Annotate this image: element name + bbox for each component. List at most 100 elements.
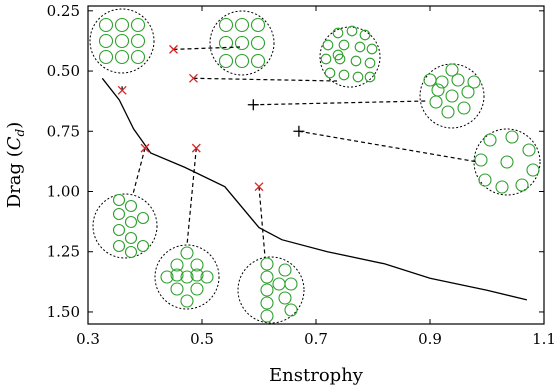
x-tick-label: 1.1 [532, 330, 556, 348]
connectors-layer [121, 46, 479, 258]
inset-cylinder [218, 53, 234, 69]
inset-cylinder [423, 73, 437, 87]
inset-cylinder [350, 55, 362, 67]
inset-cylinder [260, 296, 274, 310]
data-point-x [117, 85, 127, 95]
inset-cylinder [250, 17, 266, 33]
inset-cylinder [234, 53, 250, 69]
inset-cylinder [322, 39, 334, 51]
inset-cylinder [364, 71, 376, 83]
inset-cylinder [457, 101, 471, 115]
inset-connector [186, 148, 197, 246]
inset-cylinder [98, 33, 114, 49]
inset-cylinder [474, 153, 488, 167]
inset-cylinder [364, 57, 376, 69]
inset-two-columns [237, 256, 305, 324]
inset-cylinder [250, 35, 266, 51]
inset-boundary [89, 8, 155, 74]
y-axis-label-main: Drag ( [4, 150, 25, 208]
inset-cylinder [467, 75, 481, 89]
data-point-x [188, 73, 198, 83]
inset-cylinder [112, 193, 126, 207]
inset-boundary [92, 193, 158, 259]
inset-cylinder [234, 35, 250, 51]
inset-cylinder [114, 33, 130, 49]
inset-cylinder [130, 17, 146, 33]
tick-layer: 0.3 0.5 0.7 0.9 1.1 0.25 0.50 0.75 1.00 1.25 1.50 [47, 2, 556, 348]
inset-cylinder [136, 211, 150, 225]
data-point-plus [247, 99, 259, 111]
inset-cluster [319, 25, 381, 88]
inset-cylinder [114, 17, 130, 33]
x-tick-label: 0.5 [190, 330, 214, 348]
inset-cylinder [278, 291, 292, 305]
y-tick-label: 0.50 [47, 62, 80, 80]
inset-cylinder [332, 49, 344, 61]
inset-cylinder [260, 283, 274, 297]
inset-flower [419, 63, 485, 129]
inset-cylinder [500, 155, 514, 169]
inset-cylinder [200, 270, 214, 284]
inset-cylinder [124, 199, 138, 213]
inset-cylinder [338, 39, 350, 51]
y-axis-label-symbol: C [4, 136, 25, 150]
inset-connector [132, 147, 146, 195]
inset-cylinder [180, 246, 194, 260]
inset-cylinder [190, 258, 204, 272]
inset-cylinder [234, 17, 250, 33]
inset-cylinder [346, 25, 358, 37]
frontier-line [101, 77, 528, 301]
inset-rows-3 [209, 10, 275, 76]
inset-cylinder [445, 89, 459, 103]
inset-boundary [237, 256, 305, 324]
inset-cylinder [136, 239, 150, 253]
inset-boundary [209, 10, 275, 76]
inset-connector [193, 77, 338, 82]
inset-cylinder [320, 53, 332, 65]
inset-cylinder [483, 133, 497, 147]
inset-cylinder [359, 29, 371, 41]
data-point-x [191, 143, 201, 153]
inset-cylinder [170, 258, 184, 272]
inset-cylinder [130, 49, 146, 65]
y-tick-label: 1.50 [47, 303, 80, 321]
inset-cylinder [260, 270, 274, 284]
inset-zigzag [92, 193, 158, 259]
inset-cylinder [124, 231, 138, 245]
inset-cylinder [445, 63, 459, 77]
inset-cylinder [114, 49, 130, 65]
inset-cylinder [526, 163, 540, 177]
inset-cylinder [170, 268, 184, 282]
inset-cylinder [124, 245, 138, 259]
inset-cylinder [478, 173, 492, 187]
inset-cylinder [461, 85, 475, 99]
inset-cylinder [278, 263, 292, 277]
inset-cylinder [218, 17, 234, 33]
inset-cylinder [124, 215, 138, 229]
y-axis-label: Drag (Cd) [4, 122, 27, 209]
inset-cylinder [130, 33, 146, 49]
inset-cylinder [98, 17, 114, 33]
data-point-x [254, 182, 264, 192]
y-axis-label-subscript: d [13, 128, 27, 136]
inset-connector [253, 100, 427, 106]
inset-cylinder [505, 130, 519, 144]
inset-cylinder [366, 43, 378, 55]
inset-diamond [154, 244, 220, 310]
inset-cylinder [352, 71, 364, 83]
x-tick-label: 0.9 [418, 330, 442, 348]
inset-cylinder [218, 35, 234, 51]
inset-cylinder [180, 294, 194, 308]
inset-cylinder [112, 239, 126, 253]
inset-cylinder [170, 282, 184, 296]
inset-cylinder [515, 178, 529, 192]
x-tick-label: 0.3 [76, 330, 100, 348]
inset-cylinder [112, 207, 126, 221]
y-tick-label: 0.75 [47, 122, 80, 140]
inset-cylinder [190, 282, 204, 296]
inset-cylinder [431, 83, 445, 97]
inset-cylinder [160, 270, 174, 284]
x-axis-label: Enstrophy [269, 365, 364, 386]
